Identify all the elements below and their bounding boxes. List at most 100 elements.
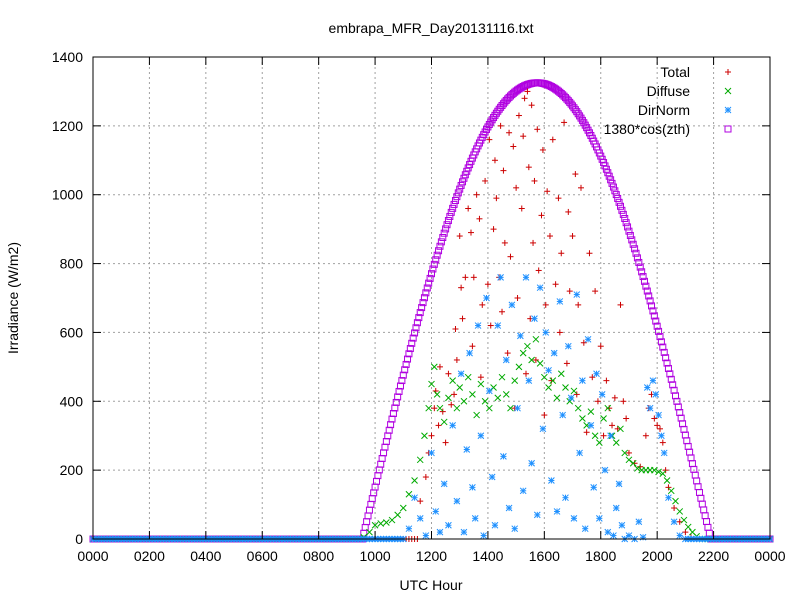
curve-point [646,297,654,305]
data-point [430,363,438,371]
curve-point [449,204,457,212]
curve-point [615,198,623,206]
data-point [416,456,424,464]
data-point [553,508,561,515]
data-point [436,404,444,412]
data-point [528,102,535,109]
data-point [665,484,672,491]
curve-point [456,185,464,193]
data-point [617,301,624,308]
data-point [549,377,557,384]
data-point [578,184,585,191]
data-point [511,377,519,384]
y-tick-label: 600 [60,324,84,340]
data-point [566,397,574,405]
data-point [618,521,626,529]
data-point [465,205,472,212]
data-point [556,329,563,336]
data-point [501,239,508,246]
data-point [436,528,444,536]
curve-point [422,289,430,297]
data-point [394,511,402,519]
data-point [440,480,448,488]
data-point [528,356,535,364]
curve-point [608,179,616,187]
data-point [623,415,630,422]
data-point [680,516,688,524]
data-point [598,391,606,398]
data-point [435,422,442,429]
x-tick-label: 0000 [77,548,108,564]
curve-point [621,214,629,222]
data-point [611,394,618,401]
data-point [485,387,493,395]
curve-point [413,319,421,327]
data-point [553,394,561,402]
data-point [508,301,516,309]
data-point [483,294,490,302]
curve-point [425,279,433,287]
data-point [643,384,651,391]
data-point [649,377,657,384]
x-tick-label: 2000 [642,548,673,564]
curve-point [439,233,447,241]
data-point [476,215,483,222]
data-point [399,504,407,512]
data-point [480,532,488,539]
data-point [659,470,667,477]
data-point [507,404,514,412]
data-point [377,520,385,527]
y-axis-label: Irradiance (W/m2) [5,242,21,354]
data-point [651,415,658,422]
data-point [449,422,457,429]
data-point [416,514,424,522]
data-point [559,411,567,419]
data-point [587,408,595,415]
data-point [479,301,486,308]
data-point [432,508,440,515]
curve-point [420,294,428,302]
data-point [573,291,581,298]
data-point [453,356,460,363]
data-point [558,250,565,257]
data-point [462,274,469,281]
data-point [676,508,684,515]
data-point [535,267,542,274]
data-point [481,397,489,405]
data-point [524,342,531,350]
data-point [654,422,661,429]
data-point [448,401,455,408]
data-point [594,398,601,405]
data-point [531,315,538,323]
data-point [545,366,552,374]
curve-point [430,260,438,268]
data-point [453,404,461,412]
curve-point [396,382,404,390]
data-point [570,514,578,522]
data-point [487,322,494,329]
data-point [513,184,520,191]
curve-point [655,327,663,335]
data-point [469,343,476,350]
curve-point [436,242,444,250]
y-tick-label: 400 [60,393,84,409]
data-point [498,373,506,381]
data-point [676,532,684,539]
legend-label: 1380*cos(zth) [604,121,690,137]
data-point [589,374,596,381]
data-point [456,384,464,391]
curve-point [446,212,454,220]
data-point [445,521,452,529]
data-point [656,425,663,432]
data-point [536,360,544,367]
data-point [486,136,493,143]
data-point [576,449,583,457]
data-point [552,281,559,288]
data-point [563,360,570,367]
curve-point [669,381,677,389]
data-point [536,284,544,292]
curve-point [394,393,402,401]
x-tick-label: 0400 [190,548,221,564]
data-point [505,504,513,512]
